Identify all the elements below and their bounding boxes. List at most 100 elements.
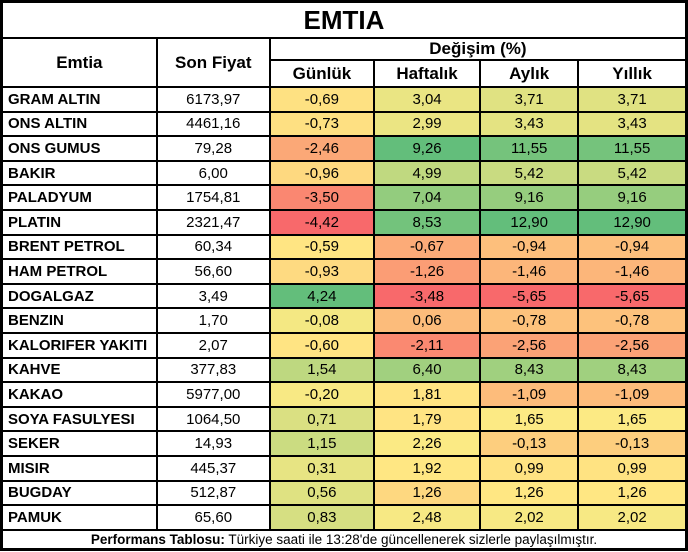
header-row-group: Emtia Son Fiyat Değişim (%) [0, 37, 688, 88]
table-body: GRAM ALTIN 6173,97 -0,69 3,04 3,71 3,71 ONS AL… [0, 86, 688, 531]
column-header-aylik: Aylık [479, 59, 580, 88]
change-cell-gunluk: -0,96 [268, 159, 375, 187]
last-price: 2,07 [155, 331, 271, 359]
last-price: 79,28 [155, 135, 271, 162]
commodity-name: BENZIN [0, 307, 158, 334]
change-cell-aylik: 3,71 [479, 86, 580, 113]
change-cell-haftalik: 1,79 [372, 405, 482, 433]
change-cell-aylik: 5,42 [479, 159, 580, 187]
table-row: ONS ALTIN 4461,16 -0,73 2,99 3,43 3,43 [0, 110, 688, 138]
change-cell-yillik: -2,56 [577, 331, 688, 359]
commodity-name: KALORIFER YAKITI [0, 331, 158, 359]
commodity-name: ONS ALTIN [0, 110, 158, 138]
change-cell-aylik: 2,02 [479, 504, 580, 531]
last-price: 65,60 [155, 504, 271, 531]
last-price: 60,34 [155, 233, 271, 261]
change-cell-gunluk: 0,83 [268, 504, 375, 531]
commodity-name: ONS GUMUS [0, 135, 158, 162]
change-cell-haftalik: 2,48 [372, 504, 482, 531]
last-price: 4461,16 [155, 110, 271, 138]
change-cell-haftalik: 2,99 [372, 110, 482, 138]
change-cell-gunluk: -0,93 [268, 258, 375, 285]
table-row: KAHVE 377,83 1,54 6,40 8,43 8,43 [0, 356, 688, 384]
last-price: 445,37 [155, 454, 271, 482]
footer-note: Performans Tablosu: Türkiye saati ile 13… [0, 528, 688, 551]
page-title: EMTIA [0, 0, 688, 39]
change-cell-aylik: -1,46 [479, 258, 580, 285]
change-cell-gunluk: 4,24 [268, 282, 375, 310]
commodity-name: SEKER [0, 430, 158, 457]
commodity-name: GRAM ALTIN [0, 86, 158, 113]
change-cell-haftalik: 8,53 [372, 208, 482, 236]
header-row-sub: Günlük Haftalık Aylık Yıllık [2, 59, 688, 88]
change-cell-gunluk: 0,31 [268, 454, 375, 482]
last-price: 6173,97 [155, 86, 271, 113]
change-cell-aylik: 11,55 [479, 135, 580, 162]
change-cell-aylik: 3,43 [479, 110, 580, 138]
table-row: SEKER 14,93 1,15 2,26 -0,13 -0,13 [0, 430, 688, 457]
change-cell-aylik: -0,13 [479, 430, 580, 457]
table-row: BRENT PETROL 60,34 -0,59 -0,67 -0,94 -0,94 [0, 233, 688, 261]
change-cell-aylik: 0,99 [479, 454, 580, 482]
footer-row: Performans Tablosu: Türkiye saati ile 13… [0, 528, 688, 551]
table-row: KALORIFER YAKITI 2,07 -0,60 -2,11 -2,56 -2,56 [0, 331, 688, 359]
change-cell-haftalik: -2,11 [372, 331, 482, 359]
change-cell-aylik: -5,65 [479, 282, 580, 310]
table-row: SOYA FASULYESI 1064,50 0,71 1,79 1,65 1,65 [0, 405, 688, 433]
column-header-son-fiyat: Son Fiyat [155, 37, 271, 88]
change-cell-haftalik: 6,40 [372, 356, 482, 384]
column-header-gunluk: Günlük [268, 59, 375, 88]
last-price: 6,00 [155, 159, 271, 187]
commodity-name: PLATIN [0, 208, 158, 236]
table-row: BENZIN 1,70 -0,08 0,06 -0,78 -0,78 [0, 307, 688, 334]
change-cell-haftalik: 1,26 [372, 479, 482, 507]
change-cell-aylik: -2,56 [479, 331, 580, 359]
last-price: 1754,81 [155, 184, 271, 211]
table-row: MISIR 445,37 0,31 1,92 0,99 0,99 [0, 454, 688, 482]
change-cell-yillik: -5,65 [577, 282, 688, 310]
change-cell-yillik: 11,55 [577, 135, 688, 162]
change-cell-gunluk: -0,20 [268, 381, 375, 408]
change-cell-haftalik: 3,04 [372, 86, 482, 113]
change-cell-aylik: 9,16 [479, 184, 580, 211]
change-cell-haftalik: 4,99 [372, 159, 482, 187]
column-header-degisim: Değişim (%) [268, 37, 688, 61]
commodity-name: PAMUK [0, 504, 158, 531]
change-cell-yillik: 5,42 [577, 159, 688, 187]
table-row: ONS GUMUS 79,28 -2,46 9,26 11,55 11,55 [0, 135, 688, 162]
commodity-name: BAKIR [0, 159, 158, 187]
change-cell-yillik: -0,94 [577, 233, 688, 261]
change-cell-aylik: -0,78 [479, 307, 580, 334]
change-cell-gunluk: -0,73 [268, 110, 375, 138]
last-price: 512,87 [155, 479, 271, 507]
change-cell-haftalik: 1,92 [372, 454, 482, 482]
column-header-haftalik: Haftalık [372, 59, 482, 88]
change-cell-gunluk: 1,54 [268, 356, 375, 384]
change-cell-yillik: 1,65 [577, 405, 688, 433]
commodity-name: MISIR [0, 454, 158, 482]
change-cell-haftalik: 9,26 [372, 135, 482, 162]
commodity-name: PALADYUM [0, 184, 158, 211]
last-price: 1064,50 [155, 405, 271, 433]
change-cell-aylik: -0,94 [479, 233, 580, 261]
change-cell-haftalik: -3,48 [372, 282, 482, 310]
commodity-name: KAHVE [0, 356, 158, 384]
change-cell-aylik: 8,43 [479, 356, 580, 384]
last-price: 1,70 [155, 307, 271, 334]
commodity-name: HAM PETROL [0, 258, 158, 285]
change-cell-yillik: 8,43 [577, 356, 688, 384]
change-cell-yillik: -0,78 [577, 307, 688, 334]
change-cell-gunluk: -3,50 [268, 184, 375, 211]
commodity-name: BRENT PETROL [0, 233, 158, 261]
change-cell-gunluk: 1,15 [268, 430, 375, 457]
change-cell-gunluk: -4,42 [268, 208, 375, 236]
table-row: HAM PETROL 56,60 -0,93 -1,26 -1,46 -1,46 [0, 258, 688, 285]
change-cell-haftalik: 7,04 [372, 184, 482, 211]
change-cell-gunluk: -0,59 [268, 233, 375, 261]
change-cell-gunluk: 0,71 [268, 405, 375, 433]
change-cell-gunluk: -0,69 [268, 86, 375, 113]
change-cell-aylik: 1,65 [479, 405, 580, 433]
table-row: PALADYUM 1754,81 -3,50 7,04 9,16 9,16 [0, 184, 688, 211]
